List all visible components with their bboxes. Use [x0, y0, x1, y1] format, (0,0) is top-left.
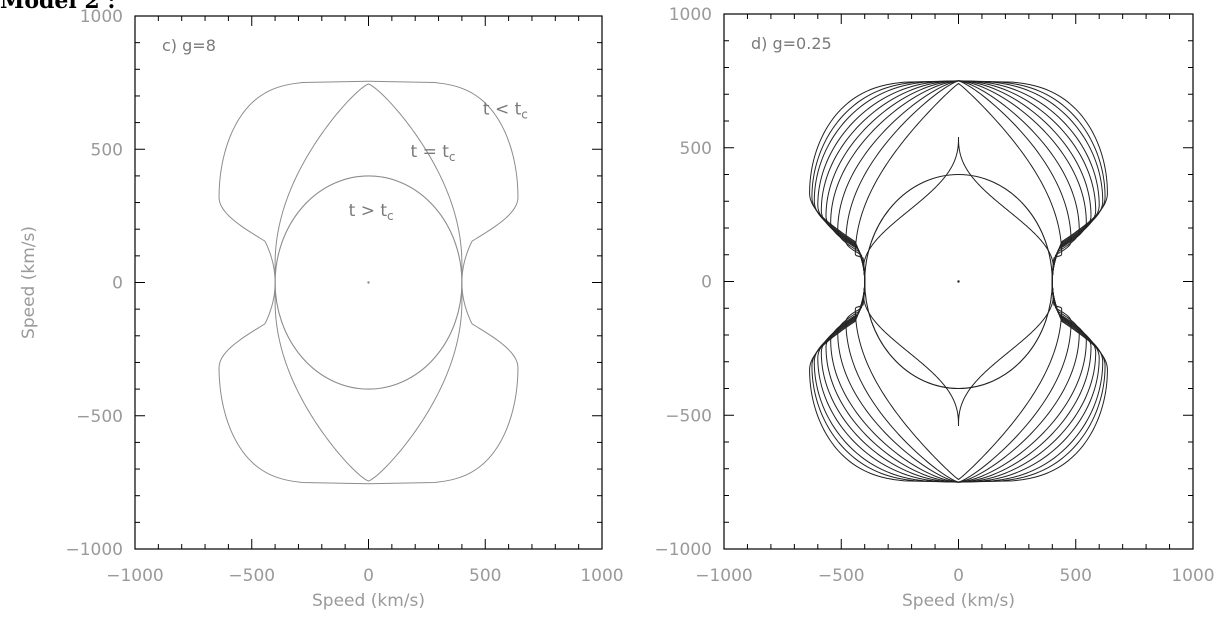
annotation-c-0: t < tc — [483, 100, 528, 122]
panel-c: −1000 −500 0 500 1000 −1000 −500 0 500 1000 Speed … — [19, 7, 624, 611]
x-tick-label-c: 1000 — [580, 566, 623, 586]
x-tick-label-d: 0 — [953, 566, 964, 586]
x-axis-title-d: Speed (km/s) — [902, 591, 1015, 611]
center-point-d — [957, 280, 960, 283]
annotation-c-2: t > tc — [349, 201, 394, 223]
y-tick-label-c: −500 — [76, 407, 123, 427]
y-tick-label-c: 500 — [91, 140, 123, 160]
y-tick-label-d: −500 — [665, 406, 712, 426]
x-tick-label-c: −500 — [228, 566, 275, 586]
x-tick-label-d: 500 — [1060, 566, 1092, 586]
y-tick-label-c: 0 — [112, 274, 123, 294]
series-circle-d — [864, 173, 1053, 390]
y-tick-label-d: 500 — [680, 139, 712, 159]
x-tick-label-d: −1000 — [695, 566, 753, 586]
y-tick-label-c: 1000 — [80, 7, 123, 27]
annotation-c-1: t = tc — [411, 142, 456, 164]
page-header-fragment: Model 2 : — [0, 0, 116, 14]
y-tick-label-d: 1000 — [669, 5, 712, 25]
series-circle-c — [274, 175, 463, 390]
panel-label-c: c) g=8 — [162, 36, 216, 55]
x-tick-label-d: 1000 — [1171, 566, 1214, 586]
x-tick-label-c: 500 — [469, 566, 501, 586]
y-tick-label-c: −1000 — [65, 540, 123, 560]
x-tick-label-d: −500 — [818, 566, 865, 586]
curves-group-d — [809, 80, 1108, 483]
y-tick-label-d: 0 — [701, 273, 712, 293]
y-tick-label-d: −1000 — [654, 540, 712, 560]
center-point-c — [367, 281, 370, 284]
x-tick-label-c: 0 — [363, 566, 374, 586]
curves-group-c — [218, 80, 519, 485]
panel-label-d: d) g=0.25 — [751, 34, 832, 53]
x-axis-title-c: Speed (km/s) — [312, 591, 425, 611]
y-axis-title-c: Speed (km/s) — [19, 226, 39, 339]
x-tick-label-c: −1000 — [106, 566, 164, 586]
panel-d: −1000 −500 0 500 1000 −1000 −500 0 500 1000 Speed … — [654, 5, 1214, 611]
